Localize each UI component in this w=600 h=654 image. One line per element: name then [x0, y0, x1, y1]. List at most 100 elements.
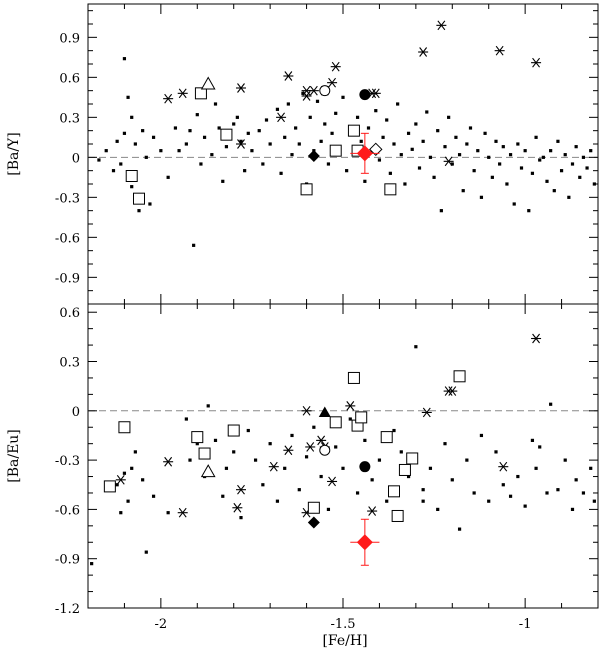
data-point-asterisk	[330, 61, 341, 72]
data-point-dot	[381, 135, 385, 139]
data-point-dot	[184, 142, 188, 146]
data-point-dot	[538, 445, 542, 449]
data-point-open-square	[300, 183, 313, 196]
data-point-dot	[261, 162, 265, 166]
data-point-dot	[297, 488, 301, 492]
data-point-filled-diamond	[307, 150, 320, 162]
data-point-dot	[494, 139, 498, 143]
data-point-dot	[151, 135, 156, 139]
data-point-dot	[166, 175, 170, 179]
data-point-dot	[355, 491, 360, 495]
data-point-dot	[334, 445, 338, 449]
data-point-dot	[188, 458, 192, 462]
data-point-dot	[261, 483, 265, 487]
data-point-dot	[250, 149, 254, 153]
data-point-dot	[385, 499, 389, 503]
data-point-dot	[490, 175, 494, 179]
data-point-dot	[301, 91, 305, 95]
data-point-dot	[126, 95, 130, 99]
data-point-dot	[253, 458, 258, 462]
data-point-open-square	[406, 452, 419, 465]
data-point-filled-circle	[359, 461, 371, 473]
data-point-dot	[268, 142, 272, 146]
data-point-dot	[377, 458, 382, 462]
data-point-open-square	[380, 431, 393, 444]
data-point-dot	[243, 169, 247, 173]
data-point-dot	[559, 169, 564, 173]
data-point-open-square	[125, 170, 138, 182]
data-point-dot	[406, 474, 411, 479]
data-point-dot	[556, 139, 560, 143]
data-point-dot	[428, 466, 433, 470]
data-point-dot	[549, 402, 553, 406]
data-point-dot	[534, 135, 538, 139]
data-point-dot	[195, 113, 199, 117]
data-point-dot	[122, 471, 127, 475]
data-point-dot	[516, 474, 520, 479]
data-point-dot	[221, 179, 225, 183]
data-point-asterisk	[115, 474, 126, 485]
data-point-dot	[406, 131, 411, 135]
data-point-dot	[363, 179, 367, 183]
data-point-open-circle	[319, 85, 331, 97]
data-point-dot	[512, 202, 516, 206]
data-point-dot	[498, 162, 502, 166]
data-point-dot	[319, 139, 323, 143]
data-point-dot	[479, 433, 484, 438]
data-point-dot	[330, 131, 334, 135]
data-point-dot	[578, 175, 582, 179]
data-point-dot	[410, 147, 414, 151]
data-point-dot	[417, 166, 422, 170]
data-point-dot	[563, 153, 567, 157]
y-tick-label: 0.3	[59, 111, 80, 126]
data-point-dot	[385, 118, 389, 122]
data-point-dot	[341, 95, 345, 99]
data-point-dot	[425, 110, 429, 114]
data-point-dot	[472, 491, 476, 495]
y-tick-label: -1.2	[55, 602, 80, 617]
data-point-dot	[567, 195, 571, 199]
data-point-dot	[283, 135, 287, 139]
plot-frame	[87, 3, 599, 305]
plot-frame	[87, 303, 599, 609]
data-point-dot	[345, 169, 349, 173]
data-point-open-square	[329, 144, 342, 157]
data-point-dot	[519, 166, 524, 170]
data-point-dot	[570, 507, 575, 512]
bottom-panel: -1.2 -0.9 -0.6 -0.3 0 0.3 0.6 -2 -1.5 -1	[55, 303, 599, 632]
data-point-dot	[326, 162, 331, 166]
data-point-open-triangle	[200, 464, 216, 478]
data-point-open-square	[103, 480, 116, 493]
y-tick-label: -0.9	[55, 271, 80, 286]
data-point-open-square	[191, 431, 204, 444]
data-point-open-triangle	[200, 76, 216, 90]
data-point-asterisk	[531, 57, 542, 68]
data-point-dot	[141, 478, 145, 482]
data-point-dot	[359, 139, 363, 143]
data-point-dot	[589, 149, 593, 153]
data-point-dot	[363, 438, 367, 442]
data-point-open-square	[118, 421, 131, 434]
data-point-dot	[144, 550, 148, 554]
data-point-dot	[275, 107, 280, 111]
data-point-dot	[527, 209, 531, 213]
data-point-dot	[97, 158, 101, 162]
data-point-dot	[177, 149, 181, 153]
data-point-asterisk	[498, 461, 509, 472]
data-point-dot	[159, 149, 163, 153]
data-point-dot	[545, 491, 549, 495]
data-point-dot	[232, 450, 236, 454]
data-point-dot	[326, 507, 331, 512]
data-point-dot	[308, 115, 312, 119]
data-point-dot	[396, 102, 400, 106]
data-point-open-square	[453, 370, 466, 383]
data-point-dot	[421, 499, 425, 503]
y-tick-label: -0.3	[55, 454, 80, 469]
data-point-dot	[461, 189, 465, 193]
data-point-dot	[246, 428, 250, 433]
data-point-open-circle	[319, 444, 331, 456]
data-point-dot	[501, 483, 505, 487]
data-point-dot	[487, 499, 491, 503]
data-point-open-square	[398, 463, 411, 476]
